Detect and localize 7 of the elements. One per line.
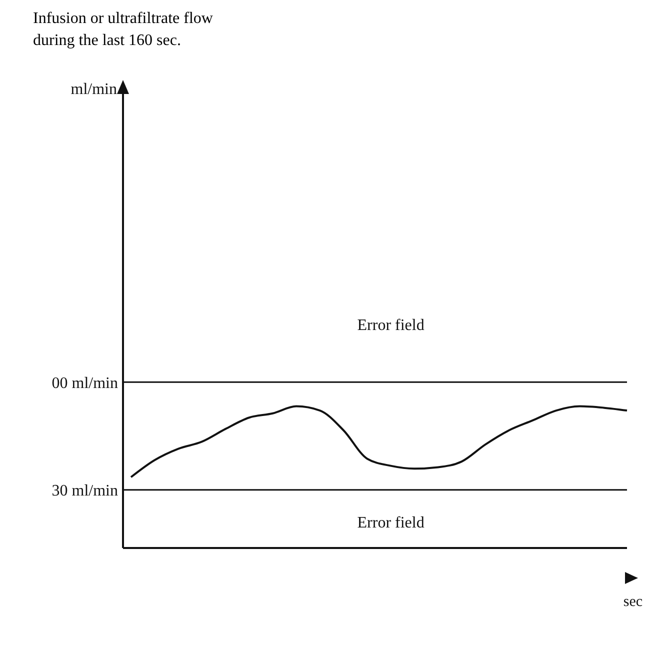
- ref-line-label: 00 ml/min: [52, 374, 118, 392]
- text: ml/min: [70, 81, 117, 98]
- annotation: Error field: [357, 514, 424, 532]
- x-axis-title: sec: [623, 594, 643, 610]
- chart-title: Infusion or ultrafiltrate flow during the last 160 sec.: [33, 9, 214, 51]
- ref-line-label: 30 ml/min: [52, 482, 118, 500]
- text: Error field: [357, 316, 424, 334]
